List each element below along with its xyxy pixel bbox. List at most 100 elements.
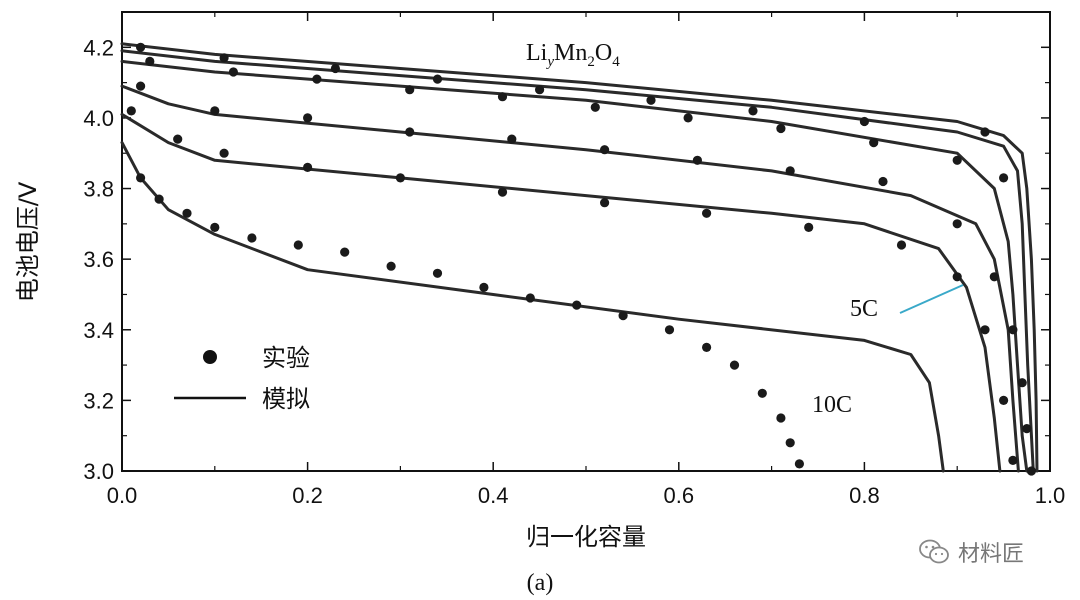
experimental-point [497, 92, 508, 102]
experimental-point [303, 113, 313, 123]
experimental-point [1017, 378, 1027, 388]
experimental-point [1022, 424, 1032, 434]
experimental-point [330, 63, 340, 74]
x-tick-label: 0.0 [107, 483, 138, 508]
experimental-point [405, 85, 415, 95]
experimental-point [479, 282, 489, 292]
experimental-point [210, 222, 220, 232]
experimental-point [525, 293, 535, 303]
experimental-point [173, 134, 183, 144]
annotation-10c: 10C [812, 392, 852, 418]
experimental-point [952, 272, 962, 282]
y-tick-label: 3.6 [83, 247, 114, 272]
experimental-point [804, 222, 814, 232]
annotation-5c-pointer [899, 284, 964, 314]
experimental-point [126, 106, 136, 116]
legend: 实验 模拟 [174, 344, 310, 413]
legend-simulation-label: 模拟 [262, 385, 310, 413]
y-tick-label: 4.0 [83, 106, 114, 131]
legend-experiment-label: 实验 [262, 344, 310, 372]
experimental-point [646, 95, 656, 105]
watermark-text: 材料匠 [958, 542, 1025, 567]
experimental-point [869, 138, 879, 148]
experimental-point [210, 106, 220, 116]
experimental-point [794, 459, 805, 469]
experimental-point [432, 268, 443, 278]
experimental-point [590, 102, 600, 112]
experimental-point [154, 194, 164, 204]
experimental-point [980, 127, 990, 137]
experimental-point [507, 134, 517, 144]
simulated-line [120, 141, 945, 473]
x-tick-label: 0.4 [478, 483, 509, 508]
experimental-point [1008, 455, 1018, 465]
experimental-point [776, 413, 786, 423]
experimental-point [600, 145, 610, 155]
experimental-point [702, 208, 712, 218]
panel-label: (a) [527, 570, 554, 596]
simulated-line [120, 49, 1035, 473]
x-tick-label: 1.0 [1035, 483, 1066, 508]
tick-marks [121, 12, 1051, 472]
title-sub-4: 4 [612, 54, 620, 70]
experimental-point [219, 148, 229, 158]
experimental-point [219, 53, 229, 63]
experimental-point [1026, 466, 1036, 476]
title-mn: Mn [554, 40, 587, 66]
experimental-point [145, 56, 155, 66]
experimental-point [878, 176, 888, 187]
y-tick-label: 4.2 [83, 35, 114, 60]
experimental-point [405, 127, 415, 137]
experimental-point [999, 173, 1009, 183]
simulated-line [120, 59, 1029, 473]
experimental-point [980, 325, 990, 335]
experimental-point [776, 123, 786, 134]
chart-title: LiyMn2O4 [526, 40, 620, 70]
annotation-5c: 5C [850, 296, 878, 322]
experimental-point [600, 198, 610, 208]
experimental-point [683, 113, 693, 123]
experimental-point [757, 388, 767, 398]
experimental-point [228, 67, 238, 77]
experimental-point [896, 240, 907, 250]
experimental-point [386, 261, 396, 271]
x-tick-label: 0.2 [292, 483, 323, 508]
x-axis-title: 归一化容量 [526, 523, 646, 551]
experimental-point [989, 272, 999, 282]
experimental-point [293, 240, 303, 250]
x-tick-label: 0.6 [664, 483, 695, 508]
y-tick-label: 3.4 [83, 318, 114, 343]
experimental-point [859, 116, 870, 127]
y-tick-labels: 3.0 3.2 3.4 3.6 3.8 4.0 4.2 [83, 35, 114, 484]
experimental-point [692, 155, 703, 165]
experimental-point [785, 166, 795, 176]
experimental-point [952, 155, 962, 165]
experimental-point [999, 395, 1009, 405]
simulated-line [120, 84, 1020, 473]
experimental-point [247, 233, 257, 243]
experimental-point [748, 106, 758, 116]
title-li: Li [526, 40, 548, 66]
wechat-icon [919, 539, 949, 564]
experimental-point [535, 85, 545, 95]
title-sub-y: y [545, 54, 554, 70]
experimental-series [126, 42, 1036, 476]
experimental-point [136, 81, 146, 91]
experimental-point [572, 300, 582, 310]
experimental-point [618, 311, 628, 321]
experimental-point [303, 162, 313, 172]
y-axis-title: 电池电压/V [14, 181, 42, 302]
title-sub-2: 2 [587, 54, 595, 70]
experimental-point [702, 342, 712, 352]
watermark: 材料匠 [918, 534, 1058, 570]
experimental-point [952, 219, 962, 229]
experimental-point [1008, 325, 1018, 335]
experimental-point [395, 173, 405, 183]
experimental-point [729, 360, 740, 370]
simulated-line [120, 112, 1002, 473]
y-tick-label: 3.8 [83, 177, 114, 202]
legend-experiment-marker [203, 350, 217, 364]
simulated-series [120, 42, 1039, 473]
experimental-point [136, 42, 146, 52]
